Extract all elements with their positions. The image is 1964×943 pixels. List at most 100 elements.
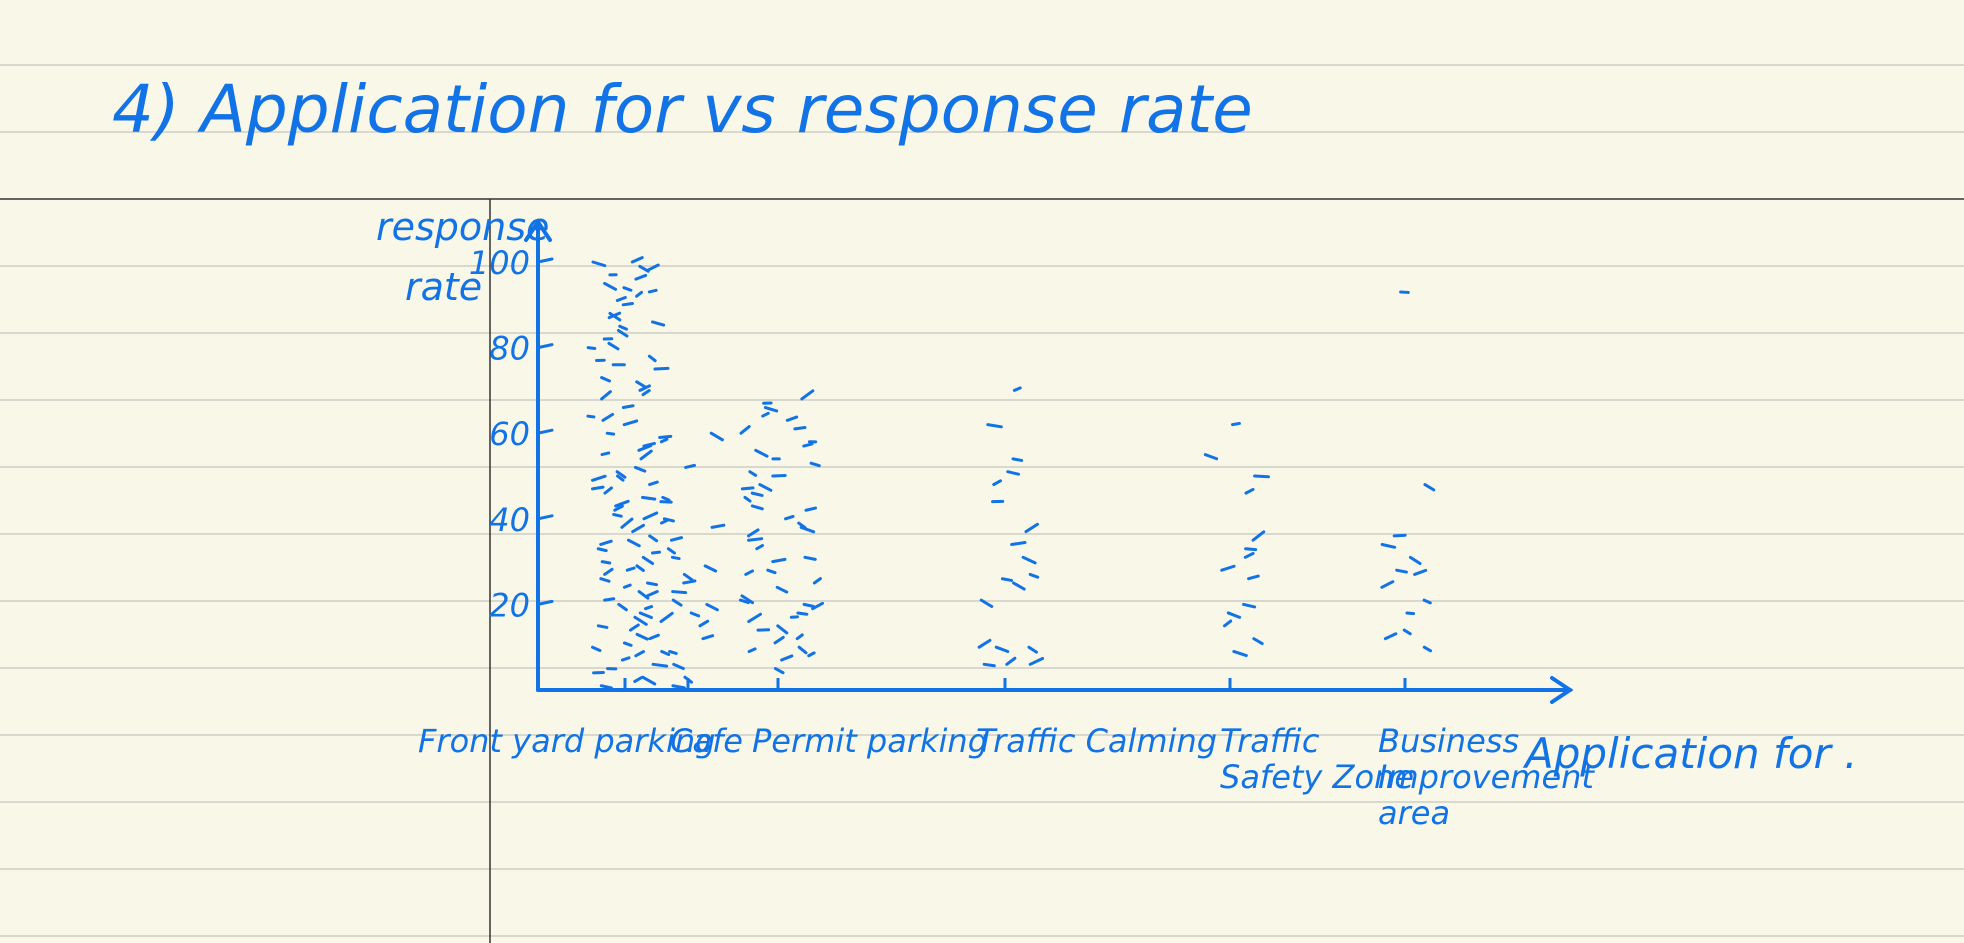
data-point [616, 328, 629, 338]
data-point [766, 568, 777, 575]
data-point [1028, 572, 1040, 579]
data-point [596, 547, 608, 553]
data-point [812, 577, 822, 585]
data-point [709, 431, 724, 442]
data-point [1243, 551, 1255, 559]
data-point [590, 645, 602, 653]
data-point [747, 612, 762, 624]
data-point [763, 406, 779, 413]
data-point [633, 615, 648, 626]
data-point [750, 491, 764, 497]
data-point [599, 577, 611, 583]
data-point [682, 572, 694, 582]
category-label: Business [1378, 722, 1519, 760]
data-point [659, 611, 674, 624]
data-point [747, 647, 757, 653]
data-point [603, 567, 614, 576]
category-label: Permit parking [752, 722, 988, 760]
data-point [1226, 611, 1242, 619]
data-point [1027, 645, 1038, 654]
data-point [748, 470, 758, 477]
ruled-lines [0, 64, 1964, 937]
data-point [607, 311, 622, 320]
data-point [1252, 637, 1264, 646]
data-point [630, 256, 644, 264]
data-point [776, 624, 789, 635]
category-label: Improvement [1378, 758, 1595, 796]
data-point [682, 579, 697, 585]
data-point [1005, 656, 1017, 666]
data-point [740, 486, 755, 491]
data-point [986, 423, 1003, 429]
data-point [622, 641, 633, 647]
response-rate-chart: response rate 100 80 60 40 20 Front yard par… [376, 205, 1857, 832]
data-point [631, 523, 646, 534]
data-point [684, 463, 696, 469]
data-point [773, 635, 785, 645]
data-point [618, 324, 628, 331]
data-point [622, 286, 633, 292]
data-point [1247, 574, 1260, 581]
data-point [616, 474, 625, 482]
category-label: Traffic Calming [976, 722, 1217, 760]
y-ticks: 100 80 60 40 20 [469, 244, 554, 624]
data-point [771, 557, 787, 564]
y-tick-label: 40 [489, 501, 530, 539]
chart-axes [524, 218, 1574, 704]
data-point [638, 384, 651, 392]
data-point [797, 645, 808, 655]
data-point [710, 523, 726, 529]
y-tick-label: 80 [489, 330, 530, 368]
data-point [603, 486, 613, 495]
data-point [603, 597, 616, 602]
data-point [641, 389, 651, 397]
data-point [641, 555, 655, 566]
data-point [982, 662, 996, 668]
data-point [635, 632, 649, 641]
data-point [992, 479, 1003, 487]
data-point [621, 301, 634, 307]
data-point [621, 404, 635, 410]
data-point [1408, 555, 1422, 566]
data-point [1380, 580, 1395, 589]
category-label: Cafe [670, 722, 743, 760]
data-point [641, 675, 657, 686]
data-point [1231, 421, 1241, 427]
data-point [600, 390, 612, 401]
category-label: Safety Zone [1220, 758, 1414, 796]
data-point [747, 537, 764, 542]
data-point [634, 273, 648, 281]
y-tick-label: 60 [489, 415, 530, 453]
data-point [599, 684, 613, 690]
data-point [658, 434, 673, 439]
data-point [671, 684, 686, 690]
data-point [1405, 611, 1416, 616]
data-point [743, 495, 752, 503]
x-axis-label: Application for . [1522, 729, 1857, 778]
data-point [755, 543, 764, 551]
category-label: Traffic [1220, 722, 1320, 760]
y-tick [536, 599, 554, 606]
data-point [802, 442, 814, 448]
data-point [804, 506, 818, 512]
data-point [635, 564, 645, 572]
data-point [666, 547, 677, 555]
data-point [626, 538, 641, 548]
data-point [645, 263, 660, 273]
data-point [591, 260, 607, 268]
data-point [599, 539, 613, 546]
data-point [660, 649, 671, 657]
data-point [670, 555, 681, 561]
data-point [1251, 530, 1266, 542]
data-point [600, 376, 612, 383]
data-point [628, 623, 640, 632]
data-point [648, 480, 659, 487]
data-point [640, 495, 657, 501]
data-point [803, 555, 817, 561]
data-point [645, 590, 659, 598]
y-tick [536, 257, 554, 264]
data-point [1423, 483, 1436, 492]
data-points [586, 256, 1436, 690]
